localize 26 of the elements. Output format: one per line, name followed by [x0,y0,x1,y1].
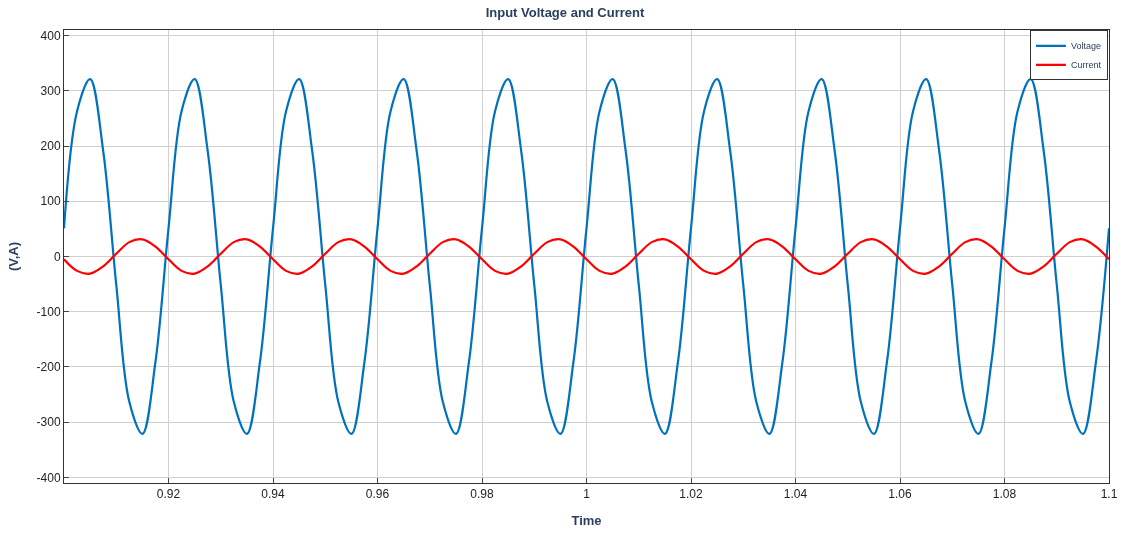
line-series [64,238,1109,275]
line-series [64,78,1109,435]
x-tick-label: 0.92 [156,487,181,502]
y-tick-label: -200 [36,360,61,375]
y-axis-title: (V,A) [5,241,21,272]
chart-title: Input Voltage and Current [485,5,645,21]
x-tick-label: 1.1 [1100,487,1118,502]
y-tick-label: 100 [40,194,61,209]
y-tick-label: 0 [53,249,61,264]
y-tick-label: 300 [40,83,61,98]
legend-label: Current [1070,60,1102,71]
x-tick-label: 1.06 [888,487,912,502]
x-tick-label: 1.08 [992,487,1017,502]
legend-label: Voltage [1070,41,1101,52]
y-tick-label: -300 [36,415,61,430]
x-tick-label: 0.98 [470,487,494,502]
x-tick-label: 1.02 [679,487,703,502]
x-tick-label: 0.96 [365,487,390,502]
x-tick-label: 1.04 [783,487,808,502]
x-tick-label: 1 [583,487,591,502]
x-axis-title: Time [571,513,602,528]
y-tick-label: 200 [40,139,61,154]
y-tick-label: -400 [36,470,61,485]
y-tick-label: 400 [40,28,61,43]
y-tick-label: -100 [36,304,61,319]
x-tick-label: 0.94 [261,487,285,502]
